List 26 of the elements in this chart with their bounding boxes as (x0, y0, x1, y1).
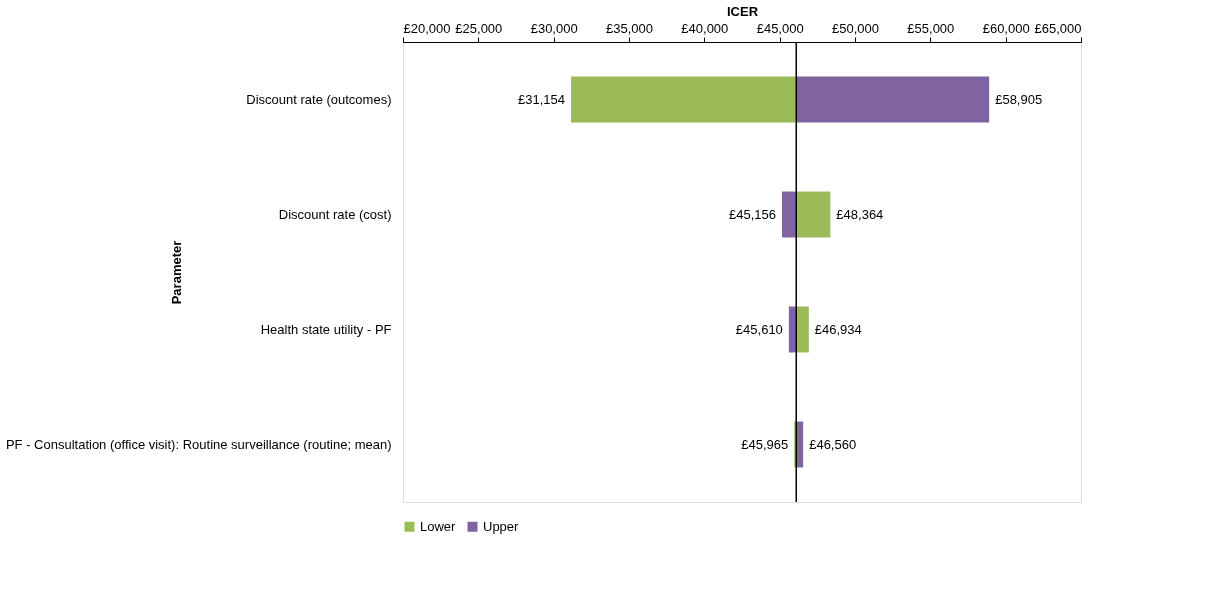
data-label: £58,905 (995, 91, 1043, 107)
data-label: £46,934 (814, 321, 862, 337)
x-axis-title: ICER (726, 3, 759, 19)
data-label: £31,154 (518, 91, 566, 107)
y-tick-label: Health state utility - PF (260, 321, 392, 337)
data-label: £45,610 (735, 321, 783, 337)
y-axis-title: Parameter (168, 240, 184, 305)
y-tick-label: Discount rate (outcomes) (246, 91, 392, 107)
x-tick-label: £45,000 (756, 20, 804, 36)
x-tick-label: £35,000 (606, 20, 653, 36)
legend-label: Lower (420, 518, 457, 534)
data-label: £45,156 (729, 206, 777, 222)
x-tick-label: £55,000 (907, 20, 955, 36)
x-tick-label: £60,000 (982, 20, 1030, 36)
x-tick-label: £65,000 (1034, 20, 1082, 36)
x-tick-label: £20,000 (403, 20, 451, 36)
x-tick-label: £50,000 (832, 20, 879, 36)
data-label: £46,560 (809, 436, 857, 452)
y-tick-label: PF - Consultation (office visit): Routine surveillance (routine; mean) (5, 436, 392, 452)
data-label: £48,364 (836, 206, 884, 222)
x-tick-label: £30,000 (530, 20, 578, 36)
legend-label: Upper (483, 518, 520, 534)
data-label: £45,965 (741, 436, 789, 452)
y-tick-label: Discount rate (cost) (278, 206, 392, 222)
x-tick-label: £25,000 (455, 20, 503, 36)
x-tick-label: £40,000 (681, 20, 729, 36)
